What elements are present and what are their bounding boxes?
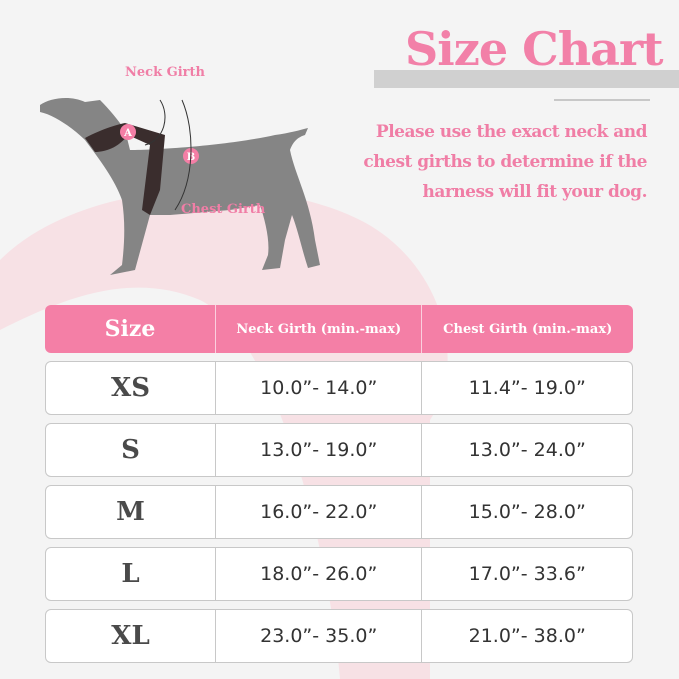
chest-cell: 17.0”- 33.6”: [422, 547, 633, 601]
size-cell: XS: [45, 361, 216, 415]
table-row: L 18.0”- 26.0” 17.0”- 33.6”: [45, 547, 633, 601]
size-cell: M: [45, 485, 216, 539]
size-cell: L: [45, 547, 216, 601]
size-table: Size Neck Girth (min.-max) Chest Girth (…: [45, 297, 633, 671]
header-neck-girth: Neck Girth (min.-max): [216, 305, 423, 353]
header-chest-girth: Chest Girth (min.-max): [422, 305, 633, 353]
harness: [85, 123, 165, 215]
table-row: M 16.0”- 22.0” 15.0”- 28.0”: [45, 485, 633, 539]
description: Please use the exact neck and chest girt…: [363, 122, 647, 202]
neck-cell: 18.0”- 26.0”: [216, 547, 423, 601]
divider: [554, 99, 650, 101]
chest-cell: 13.0”- 24.0”: [422, 423, 633, 477]
size-cell: XL: [45, 609, 216, 663]
table-header: Size Neck Girth (min.-max) Chest Girth (…: [45, 305, 633, 353]
table-row: XL 23.0”- 35.0” 21.0”- 38.0”: [45, 609, 633, 663]
dog-diagram: A B: [40, 98, 320, 275]
svg-text:A: A: [123, 128, 132, 139]
table-row: S 13.0”- 19.0” 13.0”- 24.0”: [45, 423, 633, 477]
chest-cell: 21.0”- 38.0”: [422, 609, 633, 663]
chest-girth-label: Chest Girth: [181, 202, 266, 217]
page-title: Size Chart: [405, 22, 663, 76]
neck-cell: 10.0”- 14.0”: [216, 361, 423, 415]
table-row: XS 10.0”- 14.0” 11.4”- 19.0”: [45, 361, 633, 415]
dog-silhouette: [40, 98, 320, 275]
size-cell: S: [45, 423, 216, 477]
marker-a: [120, 124, 136, 140]
neck-cell: 13.0”- 19.0”: [216, 423, 423, 477]
header-size: Size: [45, 305, 216, 353]
chest-cell: 11.4”- 19.0”: [422, 361, 633, 415]
neck-cell: 16.0”- 22.0”: [216, 485, 423, 539]
neck-cell: 23.0”- 35.0”: [216, 609, 423, 663]
chest-cell: 15.0”- 28.0”: [422, 485, 633, 539]
title-underline-bar: [374, 70, 679, 88]
neck-girth-label: Neck Girth: [125, 65, 205, 80]
